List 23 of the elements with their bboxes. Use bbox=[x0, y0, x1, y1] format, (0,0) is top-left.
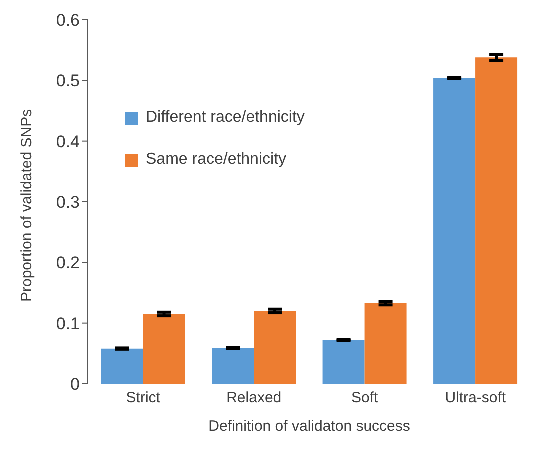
bar bbox=[476, 58, 518, 384]
y-tick-label: 0.6 bbox=[56, 11, 80, 30]
x-tick-label: Relaxed bbox=[226, 390, 282, 407]
y-tick-label: 0.5 bbox=[56, 72, 80, 91]
legend-label: Different race/ethnicity bbox=[146, 109, 305, 127]
y-tick-label: 0 bbox=[70, 375, 80, 394]
x-axis-title: Definition of validaton success bbox=[208, 418, 410, 435]
bar bbox=[212, 348, 254, 384]
bar bbox=[101, 348, 144, 384]
x-tick-label: Ultra-soft bbox=[445, 390, 507, 407]
bar bbox=[434, 78, 476, 384]
bar bbox=[143, 314, 186, 384]
bar bbox=[364, 303, 407, 384]
y-tick-label: 0.1 bbox=[56, 314, 80, 334]
y-tick-label: 0.4 bbox=[56, 132, 80, 152]
legend-label: Same race/ethnicity bbox=[146, 151, 287, 169]
y-axis-title: Proportion of validated SNPs bbox=[18, 109, 36, 302]
x-tick-label: Soft bbox=[352, 390, 380, 407]
bar bbox=[322, 340, 365, 384]
x-tick-label: Strict bbox=[126, 390, 162, 407]
bar bbox=[254, 311, 296, 384]
y-tick-label: 0.3 bbox=[56, 193, 80, 212]
y-tick-label: 0.2 bbox=[56, 254, 80, 273]
